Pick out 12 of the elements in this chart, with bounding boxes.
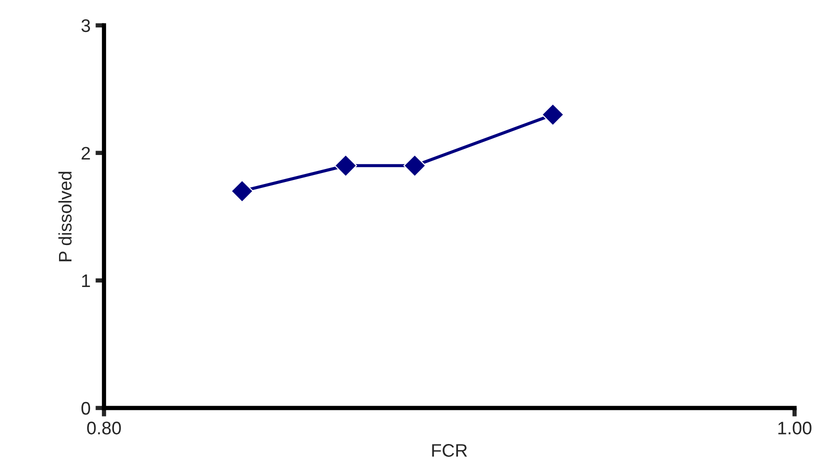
point (230, 180, 254, 202)
x-tick-label: 1.00 (778, 422, 812, 434)
y-axis-title: P dissolved (58, 172, 72, 262)
point (403, 154, 426, 177)
y-tick-label: 1 (82, 274, 90, 287)
y-tick-label: 0 (81, 402, 90, 415)
point (542, 103, 564, 126)
x-axis-title: FCR (432, 444, 467, 457)
y-tick-label: 2 (82, 146, 90, 160)
x-tick-label: 0.80 (87, 422, 121, 434)
point (334, 154, 358, 177)
y-tick-label: 3 (81, 19, 90, 32)
